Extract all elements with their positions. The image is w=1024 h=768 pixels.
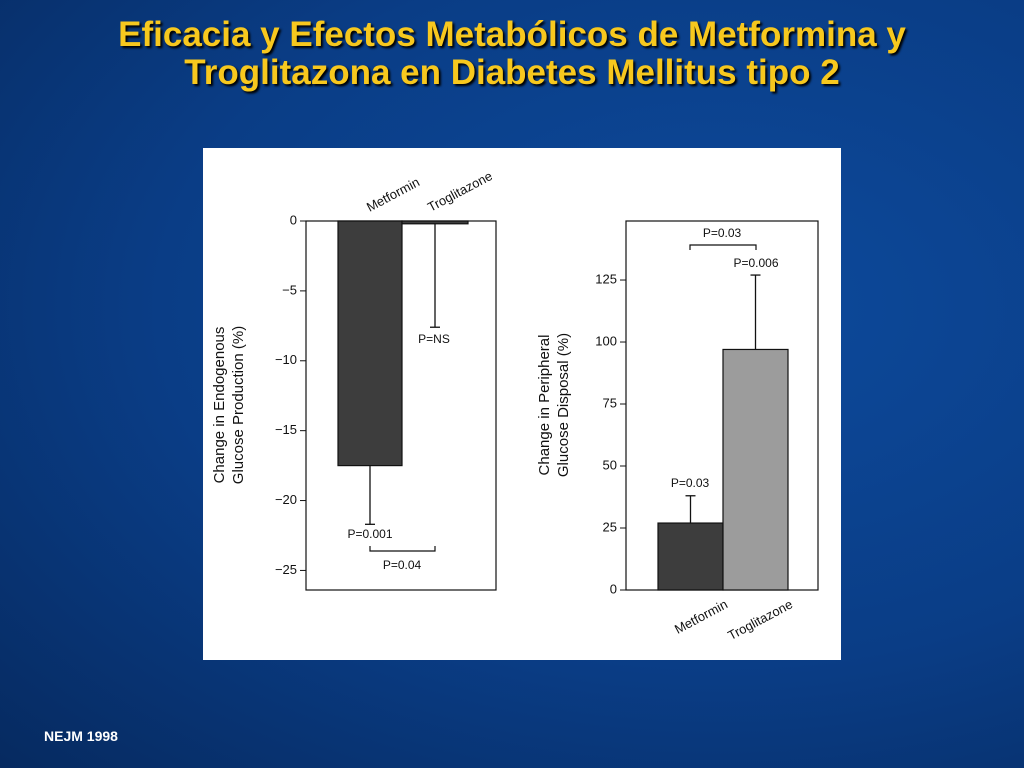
significance-bracket (689, 244, 757, 250)
y-tick-label: −10 (275, 352, 297, 367)
y-tick-label: −25 (275, 562, 297, 577)
p-value-annotation: P=0.03 (671, 476, 710, 490)
y-axis-label: Change in Endogenous (211, 327, 228, 484)
y-tick-label: 0 (290, 212, 297, 227)
bar (657, 522, 724, 591)
slide-title: Troglitazona en Diabetes Mellitus tipo 2 (184, 53, 840, 92)
y-tick-label: 100 (595, 333, 617, 348)
p-value-annotation: P=0.001 (347, 527, 392, 541)
p-value-annotation: P=0.006 (733, 256, 778, 270)
y-tick-label: −20 (275, 492, 297, 507)
y-tick-label: 75 (603, 395, 617, 410)
y-tick-label: 125 (595, 271, 617, 286)
p-value-annotation: P=0.04 (383, 558, 422, 572)
p-value-annotation: P=0.03 (703, 226, 742, 240)
y-tick-label: 0 (610, 581, 617, 596)
y-tick-label: 50 (603, 457, 617, 472)
y-axis-label: Change in Peripheral (536, 335, 553, 476)
bar (722, 348, 789, 591)
y-tick-label: −15 (275, 422, 297, 437)
p-value-annotation: P=NS (418, 332, 450, 346)
y-axis-label: Glucose Production (%) (230, 326, 247, 484)
footer: NEJM 1998 (44, 728, 118, 744)
bar (337, 220, 403, 467)
y-tick-label: 25 (603, 519, 617, 534)
y-axis-label: Glucose Disposal (%) (555, 333, 572, 477)
y-tick-label: −5 (282, 282, 297, 297)
significance-bracket (369, 546, 436, 552)
bar (401, 220, 469, 225)
slide-title: Eficacia y Efectos Metabólicos de Metfor… (118, 15, 906, 54)
